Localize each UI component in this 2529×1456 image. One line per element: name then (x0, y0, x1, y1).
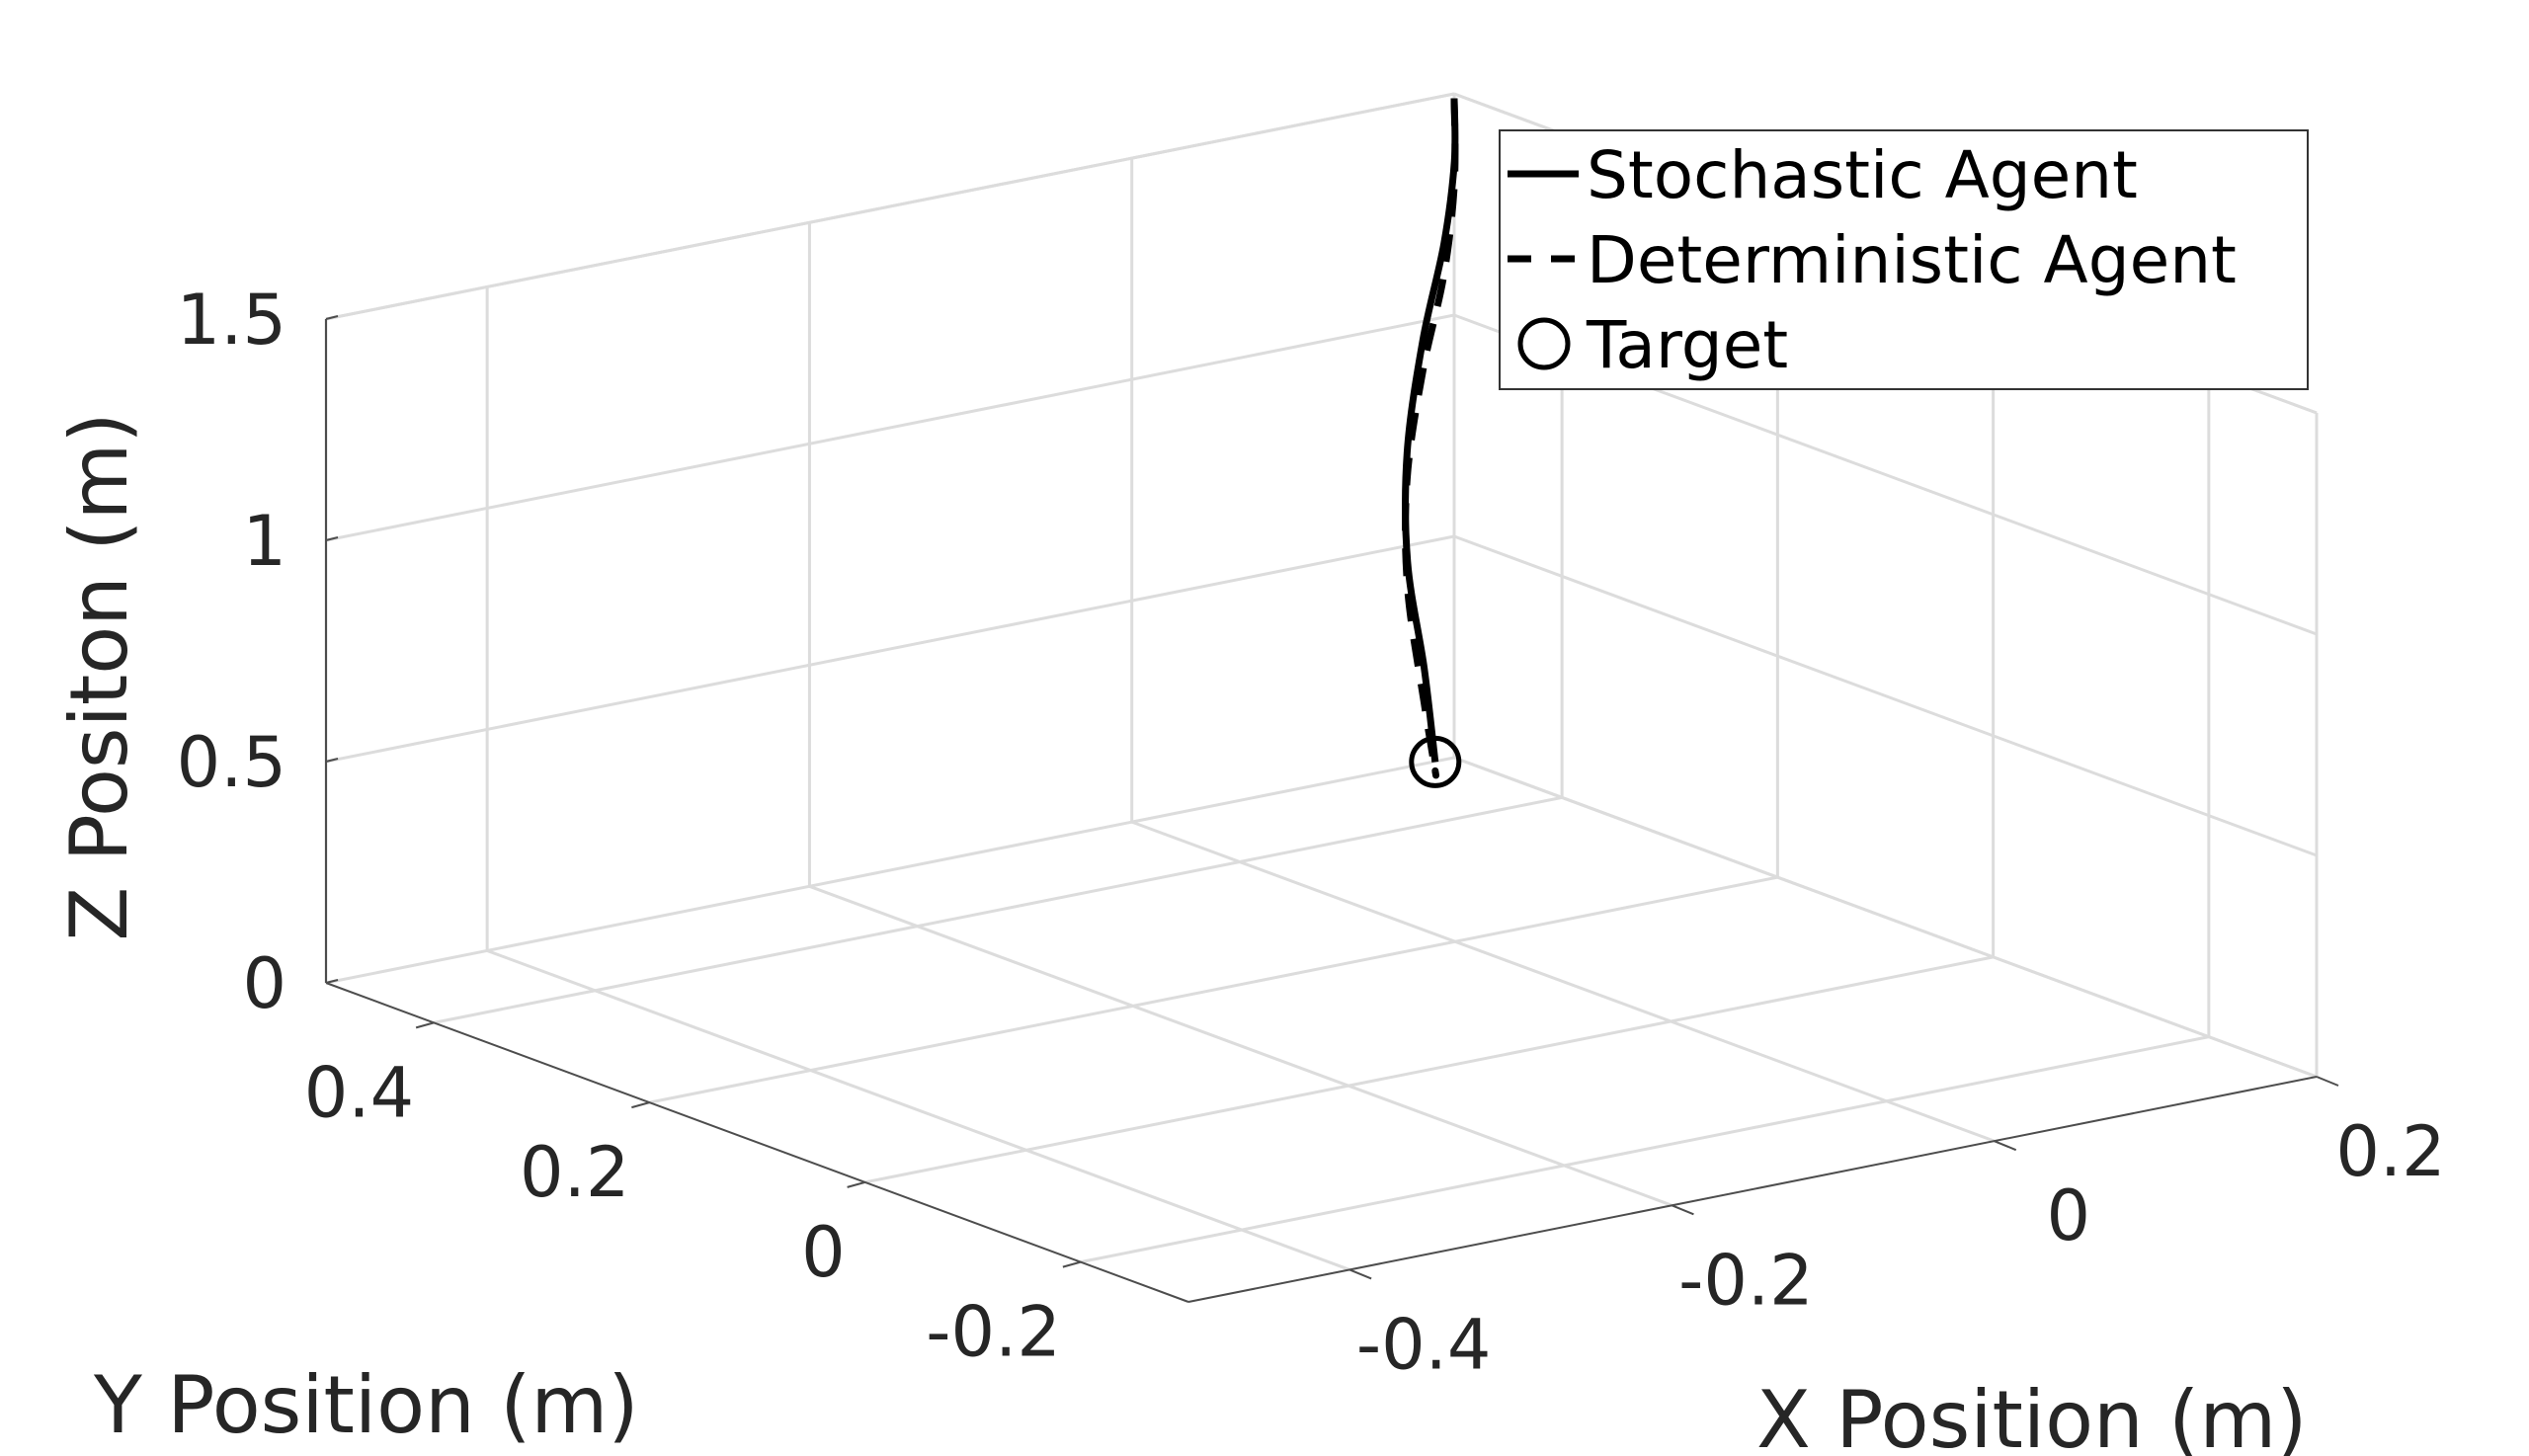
floor-gridline-y (1080, 1035, 2210, 1264)
floor-gridline-x (486, 949, 1350, 1271)
y-tick-label: -0.2 (926, 1292, 1061, 1373)
legend-label-stochastic-agent: Stochastic Agent (1587, 137, 2138, 213)
y-tick-label: 0.4 (304, 1052, 414, 1133)
floor-gridline-y (433, 795, 1563, 1024)
target-marker (1409, 735, 1462, 788)
y-tick-mark (415, 1021, 435, 1029)
x-tick-label: 0.2 (2335, 1111, 2445, 1192)
y-tick-mark (1062, 1260, 1082, 1268)
floor-gridline-y (864, 955, 1994, 1184)
y-tick-label: 0.2 (520, 1132, 629, 1213)
legend: Stochastic Agent Deterministic Agent Targe… (1499, 129, 2309, 390)
z-tick-label: 0 (242, 943, 286, 1024)
x-tick-label: -0.2 (1678, 1240, 1814, 1321)
floor-gridline-x (1131, 820, 1996, 1143)
x-axis-label: X Position (m) (1756, 1374, 2308, 1456)
legend-box (1499, 129, 2309, 390)
legend-marker-target (1517, 317, 1571, 370)
side-wall-gridline-z (1453, 534, 2318, 857)
axis-layer (325, 315, 2339, 1303)
z-tick-mark (325, 315, 339, 320)
legend-label-target: Target (1586, 307, 1788, 383)
stochastic-agent-line (1402, 98, 1459, 763)
tick-label-layer: 0 0.5 1 1.5 -0.2 0 0.2 0.4 -0.4 -0.2 0 0.2 (177, 280, 2446, 1385)
z-tick-label: 1 (242, 501, 286, 582)
z-tick-mark (325, 758, 339, 763)
z-tick-mark (325, 979, 339, 984)
floor-gridline-x (808, 884, 1672, 1207)
box-edge (325, 92, 1455, 321)
back-wall-gridline-z (325, 534, 1455, 764)
z-axis-label: Z Positon (m) (53, 412, 145, 940)
y-tick-mark (631, 1101, 650, 1109)
y-axis-label: Y Position (m) (93, 1359, 639, 1451)
y-tick-label: 0 (801, 1212, 846, 1293)
x-tick-mark (1672, 1204, 1694, 1216)
floor-gridline-y (649, 875, 1778, 1104)
x-tick-label: -0.4 (1356, 1304, 1492, 1385)
x-tick-label: 0 (2046, 1175, 2090, 1256)
side-wall-gridline-z (1453, 756, 2318, 1079)
back-wall-gridline-z (325, 756, 1455, 985)
z-tick-mark (325, 536, 339, 541)
z-tick-label: 1.5 (177, 280, 286, 361)
legend-label-deterministic-agent: Deterministic Agent (1587, 222, 2237, 298)
x-tick-mark (2316, 1076, 2339, 1087)
z-tick-label: 0.5 (177, 722, 286, 803)
series-layer (1402, 98, 1462, 788)
y-axis-line (325, 982, 1189, 1303)
x-tick-mark (1994, 1140, 2017, 1152)
x-axis-line (1187, 1076, 2318, 1303)
x-tick-mark (1348, 1268, 1372, 1280)
y-tick-mark (847, 1180, 865, 1188)
back-wall-gridline-z (325, 313, 1455, 542)
